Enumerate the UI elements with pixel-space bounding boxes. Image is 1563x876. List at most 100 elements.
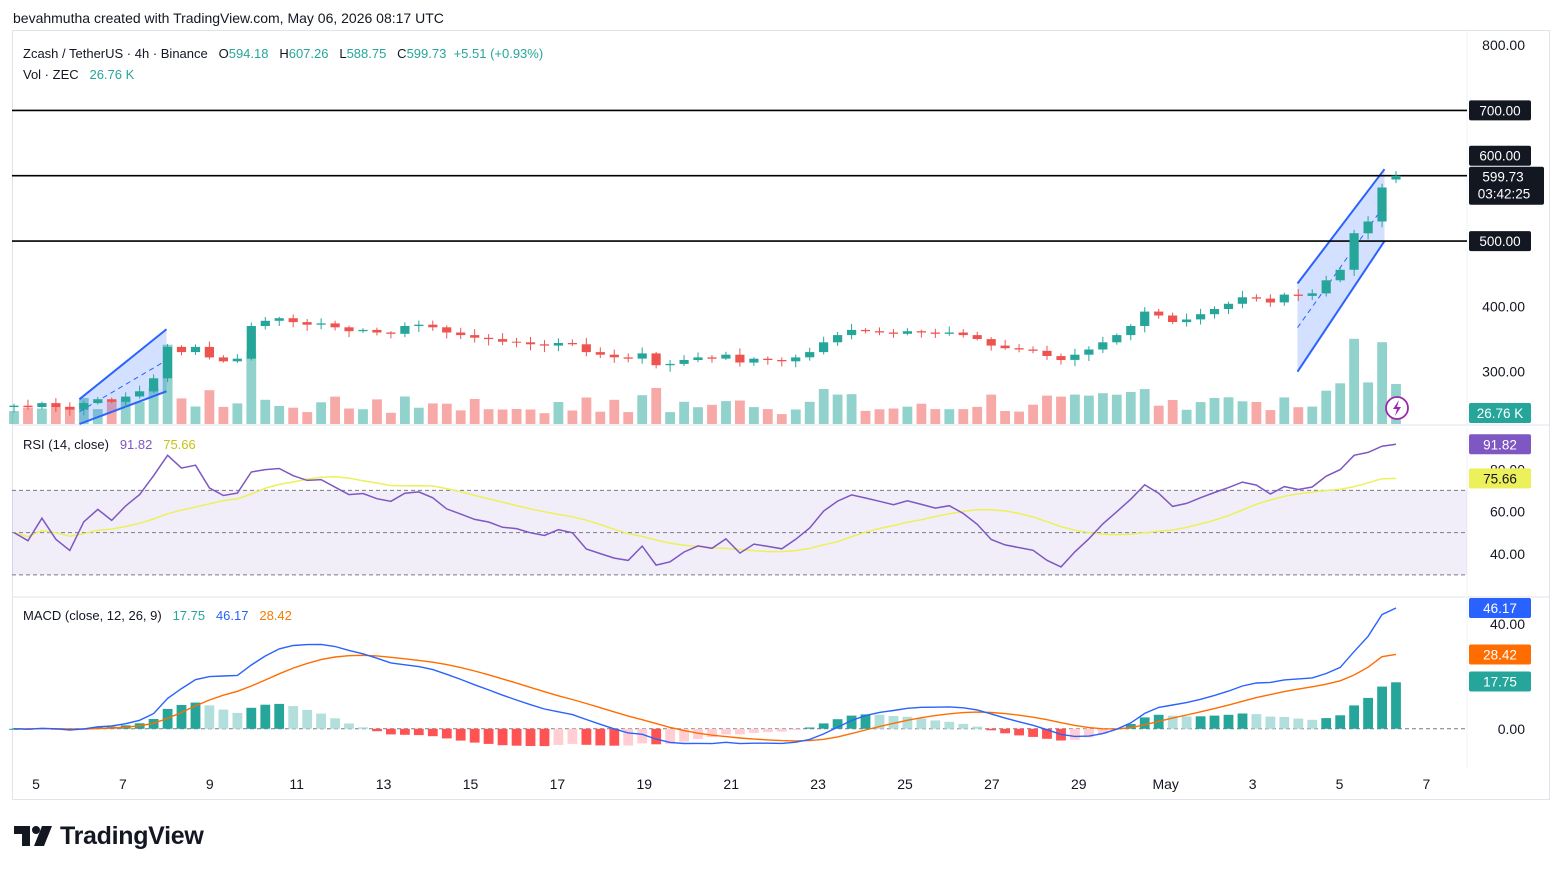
macd-histogram-bar bbox=[1335, 715, 1346, 729]
time-tick-label: May bbox=[1152, 776, 1178, 792]
macd-histogram-bar bbox=[1237, 713, 1248, 729]
macd-line bbox=[13, 607, 1397, 745]
candle-body bbox=[162, 346, 173, 379]
candle-body bbox=[595, 352, 605, 355]
volume-bar bbox=[260, 399, 271, 424]
volume-bar bbox=[902, 406, 913, 424]
badge-volume: 26.76 K bbox=[1477, 406, 1524, 421]
volume-bar bbox=[972, 406, 983, 424]
volume-bar bbox=[413, 407, 424, 424]
tradingview-logo[interactable]: TradingView bbox=[14, 822, 204, 851]
volume-bar bbox=[190, 406, 201, 424]
macd-histogram-bar bbox=[888, 716, 899, 729]
volume-bar bbox=[1000, 411, 1010, 424]
candle-body bbox=[218, 357, 228, 362]
candle-body bbox=[1377, 187, 1387, 222]
volume-bar bbox=[120, 399, 131, 424]
volume-bar bbox=[204, 390, 215, 424]
macd-histogram-bar bbox=[469, 728, 480, 743]
macd-histogram-bar bbox=[930, 720, 941, 729]
volume-bar bbox=[400, 396, 410, 424]
candle-body bbox=[735, 354, 745, 363]
volume-bar bbox=[832, 394, 843, 424]
macd-value: 46.17 bbox=[215, 608, 249, 623]
candle-body bbox=[553, 343, 563, 346]
macd-histogram-bar bbox=[1209, 715, 1220, 729]
volume-bar bbox=[1042, 395, 1052, 424]
candle-body bbox=[358, 329, 368, 332]
candle-body bbox=[302, 322, 312, 325]
high-value: 607.26 bbox=[288, 46, 329, 61]
chart-credit: bevahmutha created with TradingView.com,… bbox=[13, 10, 444, 26]
macd-signal-value: 28.42 bbox=[259, 608, 292, 623]
badge-hist: 17.75 bbox=[1483, 674, 1517, 689]
price-tick-label: 300.00 bbox=[1482, 364, 1525, 380]
candle-body bbox=[1321, 280, 1331, 294]
candle-body bbox=[1028, 349, 1038, 351]
macd-histogram-bar bbox=[1028, 728, 1038, 737]
rsi-label[interactable]: RSI (14, close) bbox=[23, 437, 109, 452]
volume-bar bbox=[1251, 402, 1262, 424]
volume-legend: Vol · ZEC 26.76 K bbox=[23, 67, 134, 82]
time-tick-label: 7 bbox=[119, 776, 127, 792]
macd-histogram-bar bbox=[707, 728, 717, 738]
macd-label[interactable]: MACD (close, 12, 26, 9) bbox=[23, 608, 162, 623]
candle-body bbox=[916, 331, 926, 333]
volume-bar bbox=[218, 406, 229, 424]
macd-histogram-bar bbox=[1139, 717, 1150, 729]
candle-body bbox=[37, 403, 47, 407]
volume-bar bbox=[1028, 404, 1038, 424]
candle-body bbox=[386, 332, 396, 334]
volume-bar bbox=[246, 350, 257, 424]
candle-body bbox=[1279, 294, 1289, 303]
macd-histogram-bar bbox=[302, 709, 313, 729]
macd-histogram-bar bbox=[1265, 716, 1276, 729]
macd-histogram-bar bbox=[1042, 728, 1052, 739]
volume-bar bbox=[1153, 405, 1164, 424]
macd-histogram-bar bbox=[218, 709, 229, 729]
candle-body bbox=[204, 346, 214, 358]
symbol-label[interactable]: Zcash / TetherUS · 4h · Binance bbox=[23, 46, 208, 61]
macd-histogram-bar bbox=[204, 705, 215, 729]
macd-histogram-bar bbox=[190, 702, 201, 729]
volume-bar bbox=[1265, 410, 1276, 424]
candle-body bbox=[944, 332, 954, 334]
time-tick-label: 5 bbox=[32, 776, 40, 792]
candle-body bbox=[1209, 309, 1220, 315]
candle-body bbox=[456, 332, 466, 336]
macd-histogram-bar bbox=[1377, 686, 1387, 729]
volume-bar bbox=[148, 388, 159, 424]
macd-histogram-bar bbox=[651, 728, 662, 745]
volume-bar bbox=[721, 401, 731, 424]
price-tick-label: 400.00 bbox=[1482, 298, 1525, 314]
candle-body bbox=[986, 339, 996, 346]
volume-bar bbox=[1349, 338, 1359, 424]
macd-histogram-bar bbox=[860, 714, 871, 729]
candle-body bbox=[1112, 335, 1122, 343]
time-tick-label: 13 bbox=[376, 776, 392, 792]
candle-body bbox=[902, 331, 912, 334]
channel-mid-line bbox=[1297, 204, 1385, 328]
macd-histogram-bar bbox=[246, 707, 257, 729]
volume-bar bbox=[916, 403, 927, 424]
macd-histogram-bar bbox=[790, 728, 801, 730]
time-tick-label: 5 bbox=[1336, 776, 1344, 792]
macd-histogram-bar bbox=[609, 728, 620, 746]
macd-histogram-bar bbox=[455, 728, 466, 741]
candle-body bbox=[958, 332, 968, 336]
macd-histogram-bar bbox=[176, 705, 187, 729]
volume-bar bbox=[651, 388, 662, 424]
candle-body bbox=[121, 396, 131, 402]
volume-label[interactable]: Vol · ZEC bbox=[23, 67, 79, 82]
macd-tick-label: 40.00 bbox=[1490, 616, 1525, 632]
lightning-icon[interactable] bbox=[1385, 396, 1409, 420]
candle-body bbox=[107, 399, 117, 402]
candle-body bbox=[777, 360, 787, 362]
open-value: 594.18 bbox=[228, 46, 269, 61]
channel-lower-line bbox=[1296, 240, 1386, 373]
macd-histogram-bar bbox=[776, 728, 787, 732]
rsi-line bbox=[13, 443, 1397, 568]
candle-body bbox=[470, 335, 480, 338]
macd-histogram-bar bbox=[316, 713, 326, 729]
